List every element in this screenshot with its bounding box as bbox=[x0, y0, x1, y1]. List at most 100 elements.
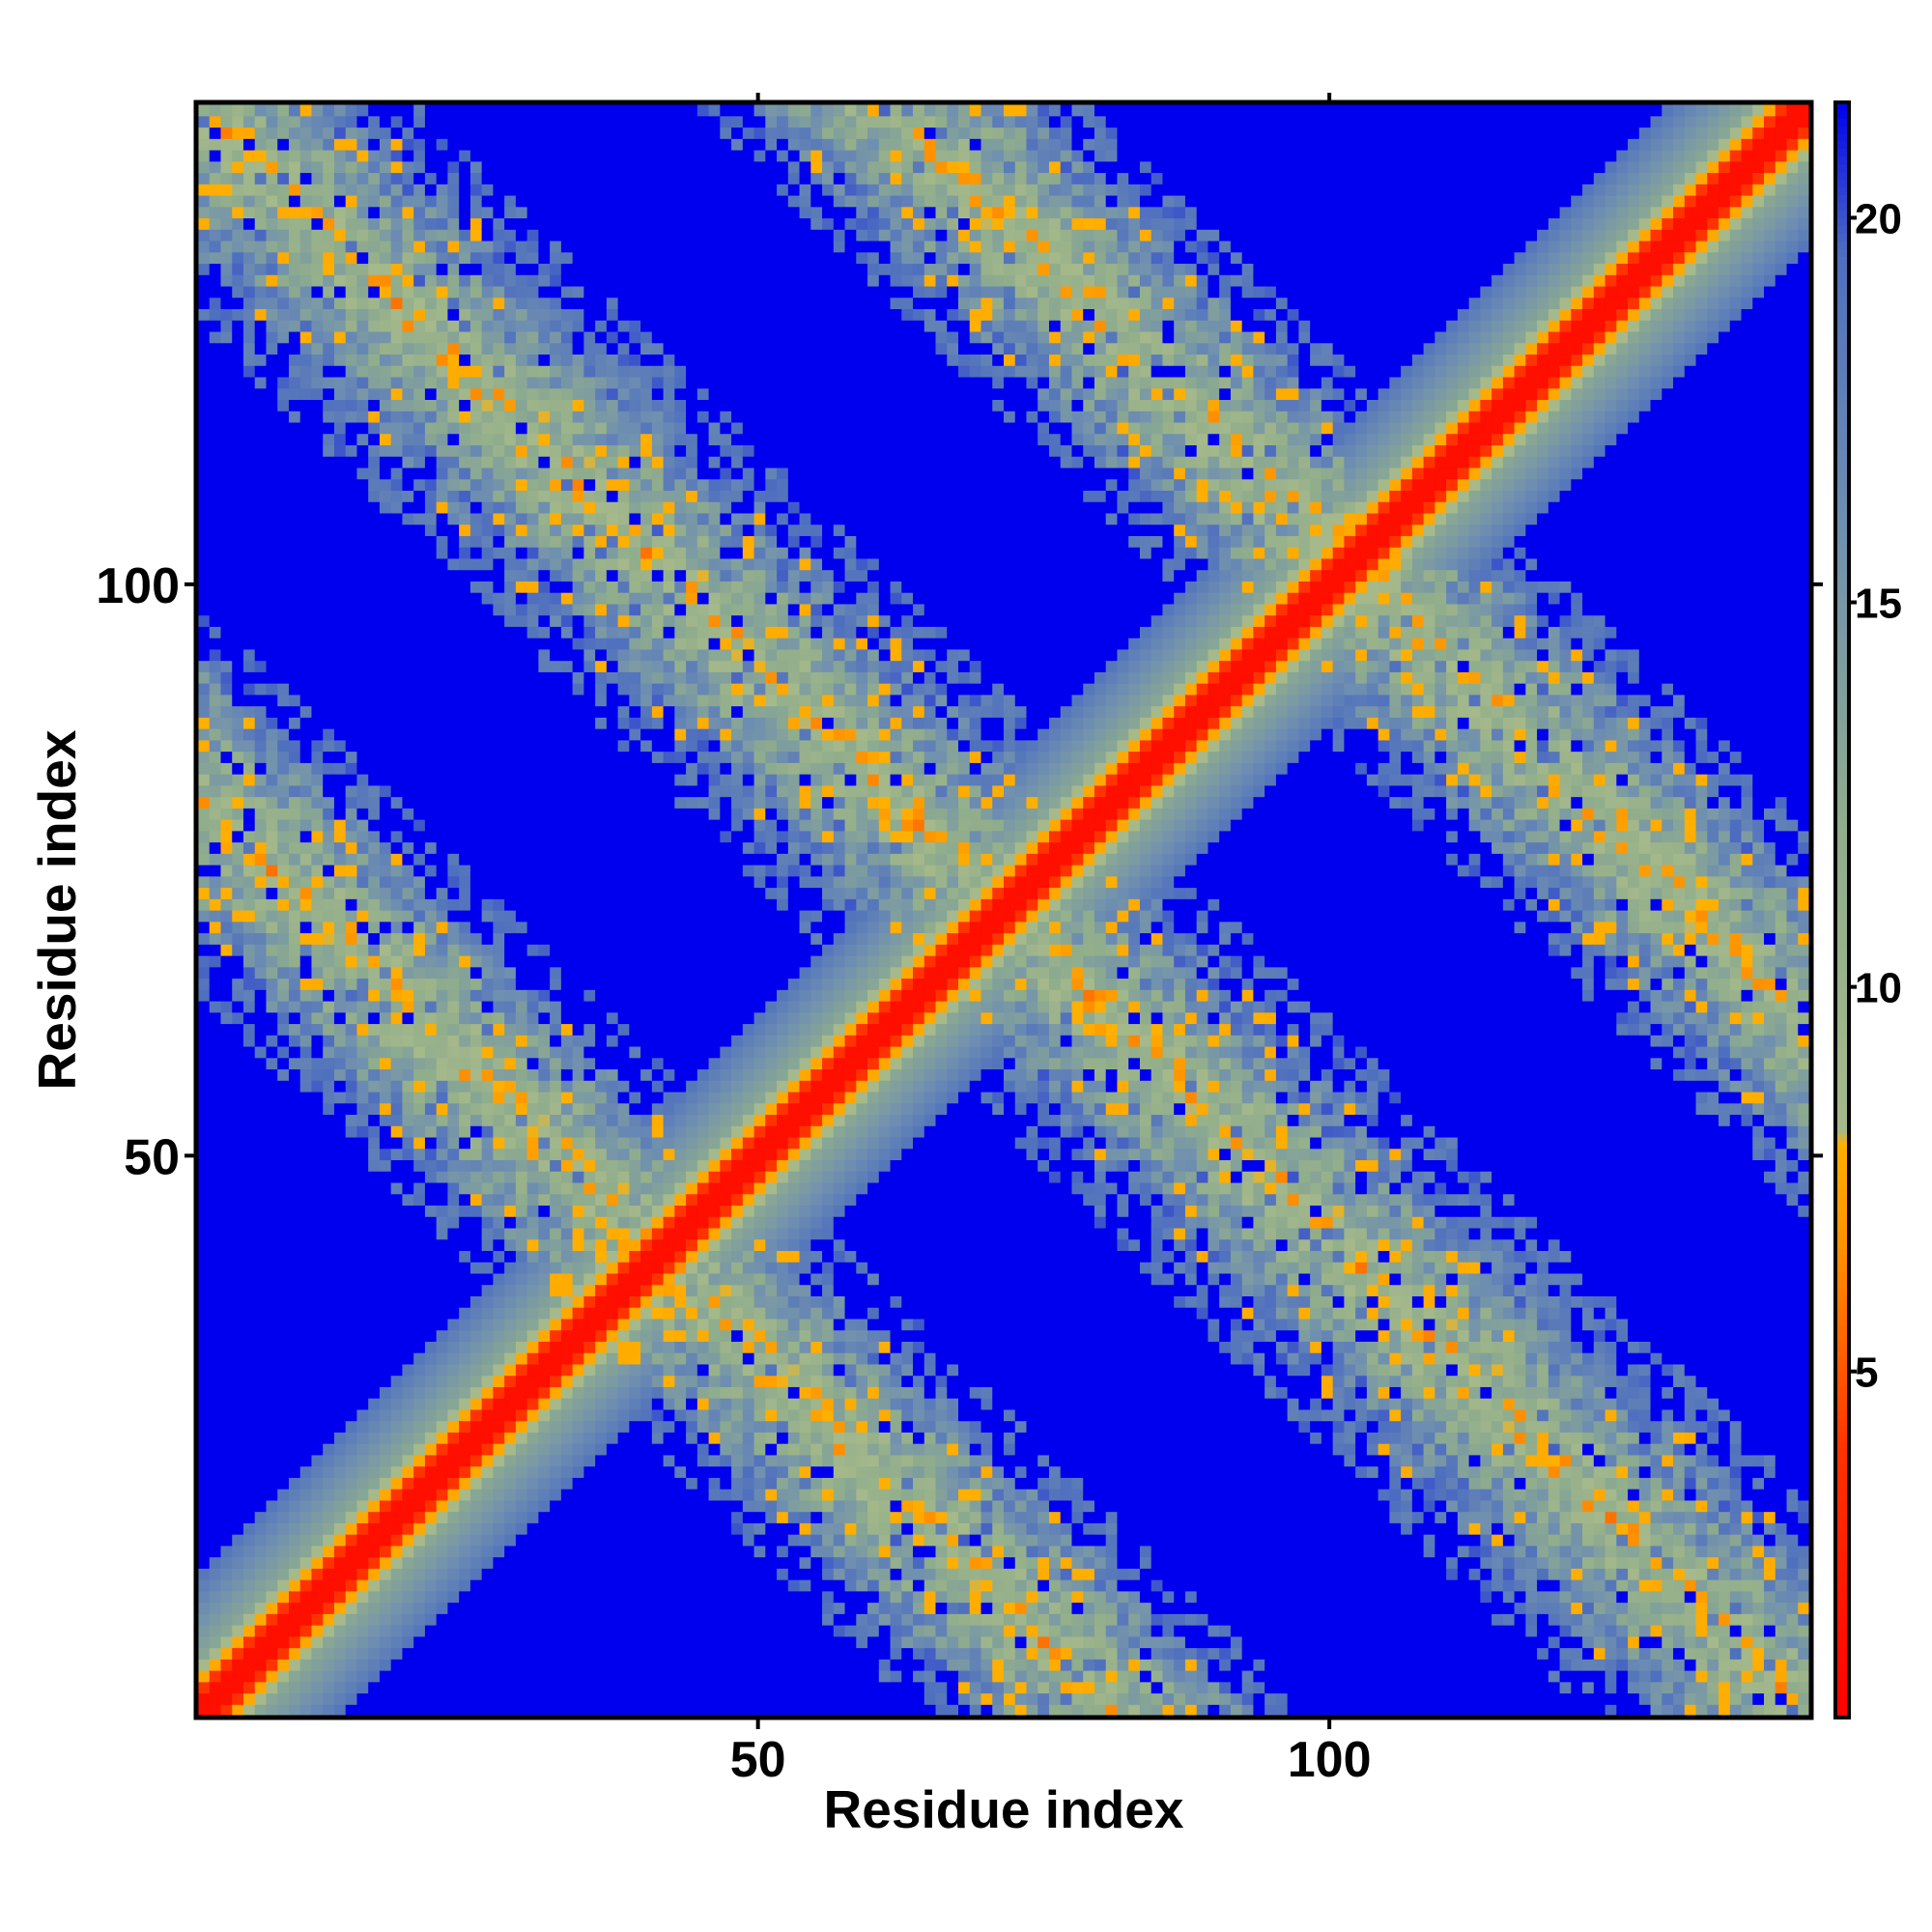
heatmap-cell bbox=[300, 195, 312, 207]
heatmap-cell bbox=[300, 1182, 312, 1194]
heatmap-cell bbox=[311, 490, 323, 501]
heatmap-cell bbox=[323, 365, 334, 377]
heatmap-cell bbox=[220, 1443, 232, 1455]
heatmap-cell bbox=[198, 1228, 210, 1239]
heatmap-cell bbox=[323, 604, 334, 615]
heatmap-cell bbox=[198, 1579, 210, 1591]
heatmap-cell bbox=[311, 1409, 323, 1421]
heatmap-cell bbox=[220, 434, 232, 445]
heatmap-cell bbox=[210, 468, 221, 479]
heatmap-cell bbox=[220, 1035, 232, 1046]
heatmap-cell bbox=[311, 104, 323, 116]
heatmap-cell bbox=[277, 626, 289, 638]
heatmap-cell bbox=[255, 434, 267, 445]
heatmap-cell bbox=[266, 217, 277, 229]
heatmap-cell bbox=[323, 876, 334, 888]
heatmap-cell bbox=[311, 774, 323, 785]
heatmap-cell bbox=[210, 1035, 221, 1046]
heatmap-cell bbox=[198, 683, 210, 695]
heatmap-cell bbox=[255, 1704, 267, 1716]
heatmap-cell bbox=[323, 898, 334, 910]
heatmap-cell bbox=[220, 774, 232, 785]
heatmap-cell bbox=[289, 422, 300, 434]
heatmap-cell bbox=[300, 740, 312, 752]
heatmap-cell bbox=[243, 116, 255, 128]
heatmap-cell bbox=[323, 1670, 334, 1682]
heatmap-cell bbox=[255, 252, 267, 264]
heatmap-cell bbox=[198, 898, 210, 910]
heatmap-cell bbox=[255, 172, 267, 184]
heatmap-cell bbox=[232, 683, 243, 695]
heatmap-cell bbox=[232, 717, 243, 728]
heatmap-cell bbox=[266, 1591, 277, 1603]
heatmap-cell bbox=[277, 513, 289, 525]
heatmap-cell bbox=[289, 525, 300, 536]
heatmap-cell bbox=[277, 967, 289, 979]
heatmap-cell bbox=[300, 1386, 312, 1398]
heatmap-cell bbox=[289, 1512, 300, 1523]
heatmap-cell bbox=[198, 978, 210, 989]
heatmap-cell bbox=[255, 1080, 267, 1092]
heatmap-cell bbox=[220, 888, 232, 899]
heatmap-cell bbox=[311, 1648, 323, 1660]
heatmap-cell bbox=[232, 752, 243, 763]
heatmap-cell bbox=[277, 592, 289, 604]
heatmap-cell bbox=[220, 1341, 232, 1352]
heatmap-cell bbox=[220, 1250, 232, 1262]
heatmap-cell bbox=[277, 762, 289, 774]
heatmap-cell bbox=[255, 876, 267, 888]
heatmap-cell bbox=[266, 1398, 277, 1409]
heatmap-cell bbox=[277, 1330, 289, 1342]
heatmap-cell bbox=[198, 1636, 210, 1648]
heatmap-cell bbox=[220, 1273, 232, 1285]
heatmap-cell bbox=[266, 1228, 277, 1239]
heatmap-cell bbox=[198, 1023, 210, 1035]
heatmap-cell bbox=[210, 434, 221, 445]
heatmap-cell bbox=[255, 331, 267, 343]
heatmap-cell bbox=[243, 1171, 255, 1182]
heatmap-cell bbox=[198, 207, 210, 218]
heatmap-cell bbox=[210, 638, 221, 649]
heatmap-cell bbox=[323, 638, 334, 649]
heatmap-cell bbox=[289, 706, 300, 718]
heatmap-cell bbox=[300, 1648, 312, 1660]
heatmap-cell bbox=[232, 1285, 243, 1296]
heatmap-cell bbox=[266, 774, 277, 785]
heatmap-cell bbox=[311, 842, 323, 854]
heatmap-cell bbox=[277, 263, 289, 274]
heatmap-cell bbox=[277, 1171, 289, 1182]
heatmap-cell bbox=[220, 1001, 232, 1012]
heatmap-cell bbox=[300, 456, 312, 468]
heatmap-cell bbox=[232, 1068, 243, 1080]
heatmap-cell bbox=[198, 808, 210, 819]
heatmap-cell bbox=[198, 967, 210, 979]
heatmap-cell bbox=[210, 1273, 221, 1285]
heatmap-cell bbox=[277, 274, 289, 286]
heatmap-cell bbox=[277, 604, 289, 615]
heatmap-cell bbox=[266, 1613, 277, 1625]
heatmap-cell bbox=[311, 1625, 323, 1636]
heatmap-cell bbox=[210, 1591, 221, 1603]
heatmap-cell bbox=[300, 1466, 312, 1478]
heatmap-cell bbox=[323, 1409, 334, 1421]
heatmap-cell bbox=[311, 1443, 323, 1455]
heatmap-cell bbox=[289, 1591, 300, 1603]
heatmap-cell bbox=[300, 1035, 312, 1046]
heatmap-cell bbox=[323, 1092, 334, 1103]
heatmap-cell bbox=[232, 1035, 243, 1046]
heatmap-cell bbox=[300, 320, 312, 331]
heatmap-cell bbox=[289, 207, 300, 218]
heatmap-cell bbox=[300, 1239, 312, 1251]
heatmap-cell bbox=[277, 683, 289, 695]
heatmap-cell bbox=[243, 1114, 255, 1125]
heatmap-cell bbox=[255, 138, 267, 150]
heatmap-cell bbox=[300, 1432, 312, 1443]
heatmap-cell bbox=[255, 649, 267, 661]
heatmap-cell bbox=[255, 728, 267, 740]
heatmap-cell bbox=[198, 263, 210, 274]
heatmap-cell bbox=[243, 150, 255, 161]
heatmap-cell bbox=[289, 1603, 300, 1614]
heatmap-cell bbox=[220, 172, 232, 184]
heatmap-cell bbox=[289, 876, 300, 888]
heatmap-cell bbox=[232, 1693, 243, 1705]
